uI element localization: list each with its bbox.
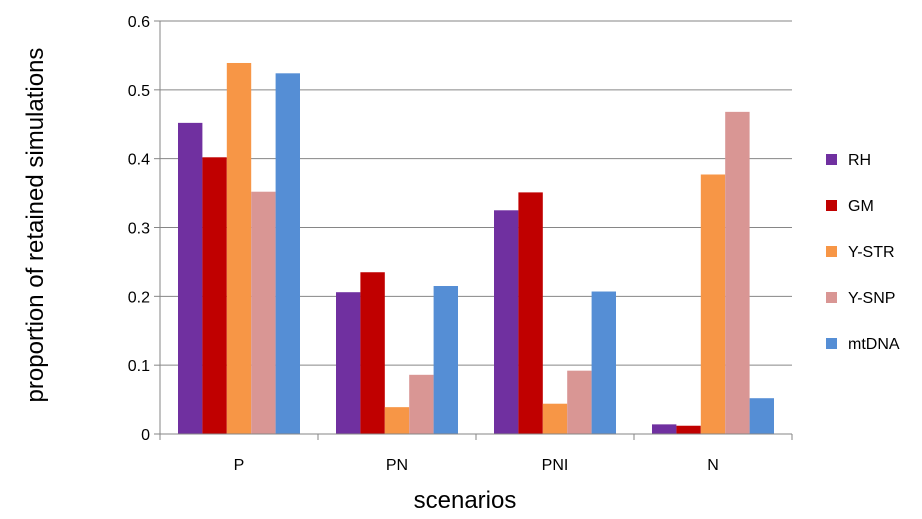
y-tick-label: 0.6 <box>128 14 150 31</box>
y-tick-label: 0.1 <box>128 358 150 375</box>
bars <box>178 62 774 435</box>
y-tick-label: 0.3 <box>128 221 150 238</box>
axes <box>154 20 793 440</box>
bar-gm-pn <box>360 272 385 434</box>
bar-y-snp-p <box>251 191 276 434</box>
y-tick-label: 0.2 <box>128 289 150 306</box>
bar-gm-p <box>202 157 227 435</box>
legend-swatch-gm <box>826 200 837 211</box>
legend-swatch-mtdna <box>826 338 837 349</box>
bar-gm-n <box>676 425 701 434</box>
legend: RH GM Y-STR Y-SNP mtDNA <box>826 152 900 353</box>
bar-mtdna-n <box>749 398 774 434</box>
bar-y-snp-pn <box>409 374 434 434</box>
y-tick-label: 0.4 <box>128 152 150 169</box>
bar-y-snp-pni <box>567 370 592 434</box>
legend-swatch-y-snp <box>826 292 837 303</box>
bar-y-snp-n <box>725 111 750 435</box>
bar-mtdna-pn <box>433 286 458 434</box>
bar-mtdna-p <box>275 73 300 435</box>
y-tick-labels: 0 0.1 0.2 0.3 0.4 0.5 0.6 <box>128 14 150 444</box>
x-axis-title: scenarios <box>414 487 517 514</box>
bar-rh-pni <box>494 210 519 434</box>
legend-swatch-y-str <box>826 246 837 257</box>
x-tick-label: N <box>707 457 719 474</box>
legend-swatch-rh <box>826 154 837 165</box>
bar-y-str-pni <box>542 403 568 434</box>
legend-label-mtdna: mtDNA <box>848 336 900 353</box>
bar-rh-n <box>652 424 677 434</box>
bar-rh-p <box>178 122 203 434</box>
y-tick-label: 0.5 <box>128 83 150 100</box>
bar-gm-pni <box>518 192 543 434</box>
y-tick-label: 0 <box>141 427 150 444</box>
bar-y-str-n <box>700 174 726 434</box>
bar-mtdna-pni <box>591 291 616 434</box>
legend-label-y-snp: Y-SNP <box>848 290 895 307</box>
bar-rh-pn <box>336 292 361 434</box>
x-tick-label: PNI <box>542 457 569 474</box>
x-tick-labels: P PN PNI N <box>234 457 719 474</box>
x-tick-label: PN <box>386 457 408 474</box>
bar-y-str-pn <box>384 407 410 434</box>
legend-label-gm: GM <box>848 198 874 215</box>
legend-label-rh: RH <box>848 152 871 169</box>
y-axis-title: proportion of retained simulations <box>22 48 49 403</box>
legend-label-y-str: Y-STR <box>848 244 895 261</box>
bar-y-str-p <box>226 62 252 434</box>
x-tick-label: P <box>234 457 245 474</box>
